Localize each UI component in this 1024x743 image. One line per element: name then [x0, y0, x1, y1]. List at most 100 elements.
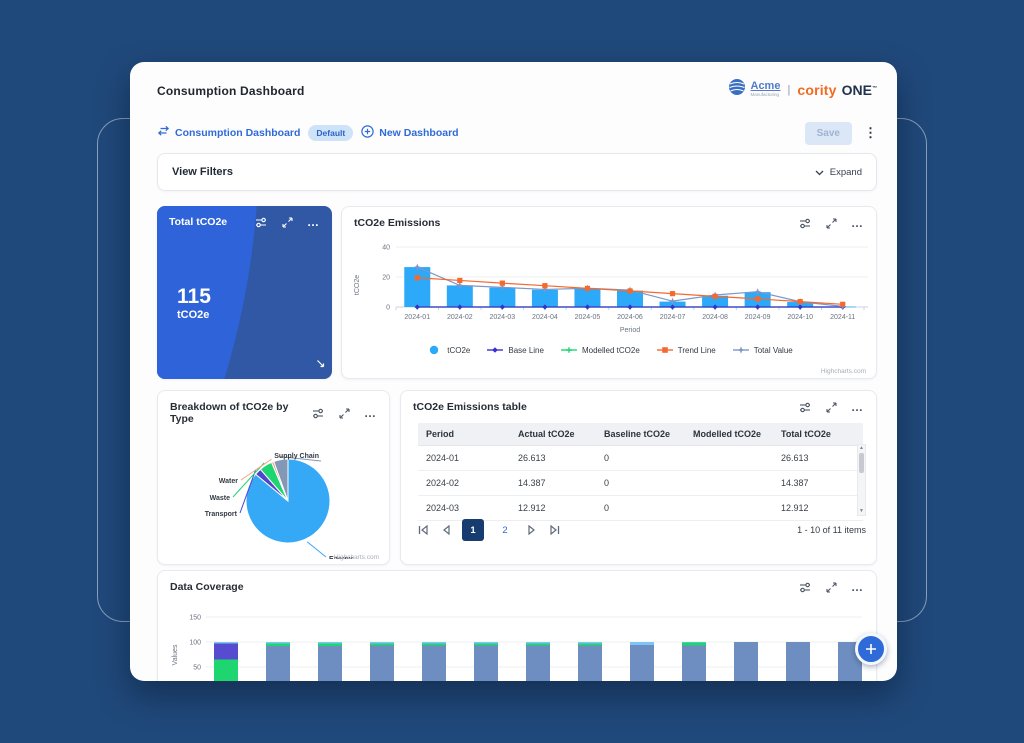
widget-expand-icon[interactable] — [339, 407, 350, 419]
legend-label: tCO2e — [447, 345, 471, 355]
coverage-bar-segment[interactable] — [370, 642, 394, 644]
emissions-bar[interactable] — [446, 285, 473, 307]
table-row[interactable]: 2024-02 14.387 0 14.387 — [418, 470, 863, 496]
view-filters-panel[interactable]: View Filters Expand — [157, 153, 877, 191]
legend-label: Trend Line — [677, 345, 716, 355]
widget-settings-icon[interactable] — [799, 582, 812, 593]
legend-marker-icon — [560, 347, 577, 353]
table-header-baseline-tco2e[interactable]: Baseline tCO2e — [596, 423, 685, 446]
widget-expand-icon[interactable] — [282, 216, 293, 228]
table-scrollbar[interactable]: ▲ ▼ — [857, 444, 866, 516]
coverage-bar-segment[interactable] — [474, 645, 498, 682]
add-widget-fab[interactable] — [855, 633, 887, 665]
legend-item-tco2e[interactable]: tCO2e — [425, 345, 470, 355]
widget-expand-icon[interactable] — [826, 401, 837, 413]
widget-settings-icon[interactable] — [312, 408, 325, 419]
coverage-bar-segment[interactable] — [214, 643, 238, 660]
legend-item-base-line[interactable]: Base Line — [486, 345, 544, 355]
widget-menu-icon[interactable]: … — [307, 215, 320, 229]
coverage-bar-segment[interactable] — [578, 643, 602, 646]
legend-item-trend-line[interactable]: Trend Line — [656, 345, 716, 355]
scroll-down-icon[interactable]: ▼ — [859, 508, 864, 514]
coverage-bar-segment[interactable] — [526, 642, 550, 644]
widget-expand-icon[interactable] — [826, 217, 837, 229]
coverage-bar-segment[interactable] — [318, 646, 342, 681]
widget-settings-icon[interactable] — [255, 217, 268, 228]
emissions-bar[interactable] — [531, 289, 558, 307]
widget-settings-icon[interactable] — [799, 218, 812, 229]
widget-menu-icon[interactable]: … — [851, 400, 864, 414]
coverage-bar-segment[interactable] — [474, 643, 498, 646]
dashboard-window: Consumption Dashboard Acme Manufacturing… — [130, 62, 897, 681]
legend-label: Total Value — [753, 345, 793, 355]
pagination-first-icon[interactable] — [418, 525, 430, 535]
coverage-bar-segment[interactable] — [422, 645, 446, 682]
coverage-bar-segment[interactable] — [422, 642, 446, 644]
table-row[interactable]: 2024-01 26.613 0 26.613 — [418, 445, 863, 471]
emissions-chart[interactable]: 0 20 40 tCO2e 2024-01 2024-02 2024-03 2024-04 20… — [350, 239, 870, 339]
table-cell: 0 — [596, 470, 685, 496]
table-header-period[interactable]: Period — [418, 423, 510, 446]
coverage-bar-segment[interactable] — [630, 642, 654, 645]
widget-settings-icon[interactable] — [799, 402, 812, 413]
coverage-bar-segment[interactable] — [318, 642, 342, 644]
widget-expand-icon[interactable] — [826, 581, 837, 593]
coverage-bar-segment[interactable] — [526, 643, 550, 646]
coverage-bar-segment[interactable] — [682, 642, 706, 643]
coverage-bar-segment[interactable] — [734, 642, 758, 681]
widget-menu-icon[interactable]: … — [851, 580, 864, 594]
svg-text:2024-06: 2024-06 — [617, 314, 643, 321]
filters-title: View Filters — [172, 166, 233, 178]
coverage-bar-segment[interactable] — [578, 645, 602, 682]
table-header-actual-tco2e[interactable]: Actual tCO2e — [510, 423, 596, 446]
resize-handle-icon[interactable] — [316, 355, 325, 373]
pagination-prev-icon[interactable] — [440, 525, 452, 535]
widget-menu-icon[interactable]: … — [364, 406, 377, 420]
emissions-bar[interactable] — [702, 295, 729, 307]
coverage-bar-segment[interactable] — [214, 642, 238, 644]
legend-label: Modelled tCO2e — [581, 345, 640, 355]
emissions-bar[interactable] — [489, 287, 516, 307]
pagination-next-icon[interactable] — [526, 525, 538, 535]
coverage-bar-segment[interactable] — [474, 642, 498, 644]
scroll-up-icon[interactable]: ▲ — [859, 445, 864, 451]
table-header-modelled-tco2e[interactable]: Modelled tCO2e — [685, 423, 773, 446]
legend-item-total-value[interactable]: Total Value — [732, 345, 793, 355]
svg-text:0: 0 — [386, 305, 390, 312]
widget-menu-icon[interactable]: … — [851, 216, 864, 230]
emissions-bar[interactable] — [617, 290, 643, 307]
coverage-bar-segment[interactable] — [318, 643, 342, 647]
data-coverage-chart[interactable]: 150 100 50 Values — [170, 607, 866, 681]
coverage-bar-segment[interactable] — [266, 646, 290, 681]
toolbar-menu-icon[interactable]: ⋮ — [864, 125, 877, 140]
coverage-bar-segment[interactable] — [526, 645, 550, 682]
pagination-page-2[interactable]: 2 — [502, 524, 508, 536]
save-button[interactable]: Save — [804, 121, 852, 145]
pie-slice-supply-chain[interactable] — [273, 458, 289, 502]
svg-text:Values: Values — [172, 644, 179, 665]
pagination-page-1[interactable]: 1 — [462, 519, 484, 541]
coverage-bar-segment[interactable] — [370, 643, 394, 646]
coverage-bar-segment[interactable] — [682, 645, 706, 682]
coverage-bar-segment[interactable] — [630, 645, 654, 681]
coverage-bar-segment[interactable] — [682, 642, 706, 646]
coverage-bar-segment[interactable] — [578, 642, 602, 644]
coverage-bar-segment[interactable] — [786, 642, 810, 681]
breakdown-pie-chart[interactable]: Energy Transport Waste Water Supply Chain — [170, 419, 379, 559]
new-dashboard-button[interactable]: New Dashboard — [361, 125, 459, 141]
coverage-bar-segment[interactable] — [370, 645, 394, 682]
switch-dashboard-link[interactable]: Consumption Dashboard — [157, 125, 300, 140]
table-header-total-tco2e[interactable]: Total tCO2e — [773, 423, 863, 446]
pagination-last-icon[interactable] — [548, 525, 560, 535]
legend-item-modelled-tco2e[interactable]: Modelled tCO2e — [560, 345, 640, 355]
filters-expand-button[interactable]: Expand — [815, 163, 862, 181]
coverage-bar-segment[interactable] — [266, 642, 290, 644]
scrollbar-thumb[interactable] — [859, 453, 864, 473]
coverage-bar-segment[interactable] — [214, 659, 238, 682]
coverage-bar-segment[interactable] — [266, 643, 290, 647]
coverage-bar-segment[interactable] — [422, 643, 446, 646]
table-card-title: tCO2e Emissions table — [413, 401, 527, 413]
emissions-bar[interactable] — [404, 267, 431, 307]
table-row[interactable]: 2024-03 12.912 0 12.912 — [418, 495, 863, 521]
emissions-bar[interactable] — [574, 288, 601, 307]
